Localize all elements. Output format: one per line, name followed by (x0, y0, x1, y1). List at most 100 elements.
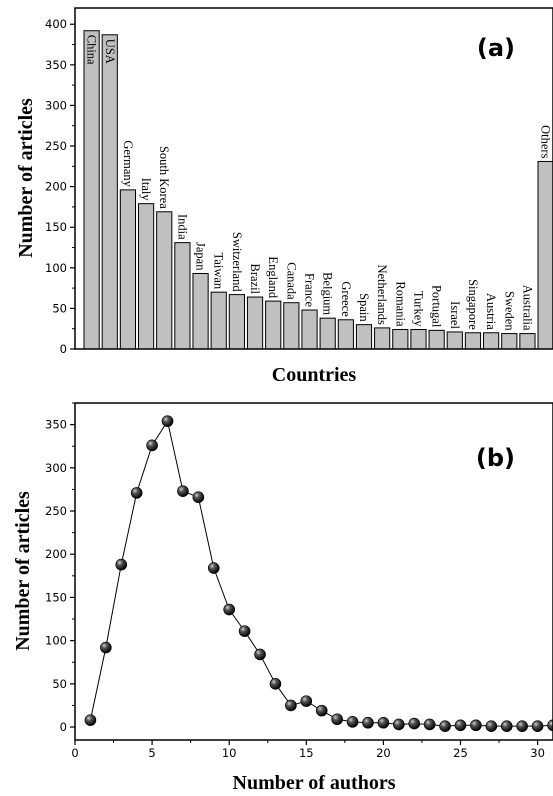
panel-a-bar-chart: China USA Germany Italy South Korea India Japa… (15, 7, 553, 386)
bar-israel (446, 331, 463, 350)
panel-b-x-tick-label: 0 (71, 746, 78, 760)
bar-usa (101, 34, 118, 350)
bar-south-korea (156, 211, 173, 350)
bar-label-turkey: Turkey (411, 291, 425, 327)
point-authors-9 (207, 562, 220, 574)
bar-others (537, 160, 553, 350)
bar-label-germany: Germany (121, 140, 135, 187)
point-authors-12 (254, 648, 266, 661)
point-authors-17 (331, 713, 343, 726)
bar-label-taiwan: Taiwan (212, 253, 226, 290)
bar-label-usa: USA (103, 39, 117, 64)
point-authors-20 (377, 716, 390, 729)
bar-italy (137, 203, 155, 350)
panel-b-y-tick-label: 100 (45, 634, 67, 648)
bar-label-spain: Spain (357, 293, 371, 322)
panel-b-x-axis-label: Number of authors (233, 772, 396, 794)
panel-b-y-tick-label: 150 (45, 590, 67, 604)
point-authors-29 (516, 720, 528, 732)
panel-a-bar-labels: China USA Germany Italy South Korea India Japa… (85, 35, 553, 332)
bar-spain (355, 324, 373, 350)
bar-label-italy: Italy (139, 178, 153, 202)
point-authors-5 (146, 439, 158, 452)
point-authors-26 (470, 719, 482, 732)
panel-a-plot-frame (74, 7, 553, 350)
bar-label-england: England (266, 256, 280, 298)
bar-turkey (410, 329, 427, 350)
bar-romania (392, 329, 409, 350)
bar-label-china: China (85, 35, 99, 65)
point-authors-23 (423, 718, 436, 731)
panel-b-line-chart: 0 50 100 150 200 250 300 350 0 5 10 15 20 25 30 (b) N… (12, 402, 553, 794)
bar-greece (337, 319, 354, 350)
bar-label-india: India (175, 214, 189, 240)
point-authors-7 (177, 485, 189, 497)
bar-label-romania: Romania (393, 281, 407, 327)
point-authors-18 (346, 716, 359, 728)
point-authors-2 (100, 641, 112, 654)
bar-belgium (319, 317, 336, 350)
panel-a-y-tick-label: 250 (45, 139, 67, 153)
point-authors-19 (362, 716, 374, 729)
bar-australia (519, 333, 536, 350)
panel-a-y-tick-label: 400 (45, 17, 67, 31)
panel-b-y-ticks: 0 50 100 150 200 250 300 350 (45, 402, 75, 734)
bar-austria (483, 332, 500, 350)
point-authors-13 (269, 678, 282, 690)
panel-b-label: (b) (476, 444, 515, 472)
bar-netherlands (374, 327, 391, 350)
bar-france (301, 309, 318, 350)
point-authors-27 (485, 720, 498, 732)
panel-a-y-tick-label: 0 (60, 342, 67, 356)
point-authors-4 (130, 487, 143, 499)
point-authors-30 (531, 720, 544, 732)
bar-brazil (246, 296, 264, 350)
panel-a-bars (83, 30, 553, 350)
bar-taiwan (210, 291, 227, 350)
panel-b-y-tick-label: 0 (60, 720, 67, 734)
panel-b-y-tick-label: 300 (45, 461, 67, 475)
panel-b-points (84, 415, 553, 732)
bar-label-japan: Japan (194, 242, 208, 271)
panel-a-y-tick-label: 100 (45, 261, 67, 275)
bar-label-portugal: Portugal (430, 285, 444, 328)
bar-label-sweden: Sweden (502, 291, 516, 331)
panel-a-y-tick-label: 200 (45, 180, 67, 194)
point-authors-21 (393, 718, 405, 731)
panel-a-label: (a) (477, 34, 515, 62)
panel-a-y-ticks: 0 50 100 150 200 250 300 350 400 (45, 17, 75, 356)
panel-b-x-tick-label: 30 (530, 746, 545, 760)
bar-singapore (464, 332, 482, 350)
panel-a-y-tick-label: 350 (45, 58, 67, 72)
panel-b-y-tick-label: 350 (45, 418, 67, 432)
panel-b-x-tick-label: 20 (376, 746, 391, 760)
panel-a-y-tick-label: 150 (45, 220, 67, 234)
panel-b-y-tick-label: 200 (45, 547, 67, 561)
bar-switzerland (228, 294, 245, 350)
bar-label-brazil: Brazil (248, 263, 262, 294)
bar-india (174, 242, 191, 350)
bar-label-austria: Austria (484, 293, 498, 330)
point-authors-22 (408, 717, 421, 730)
bar-germany (119, 189, 137, 350)
bar-label-australia: Australia (520, 285, 534, 331)
point-authors-15 (300, 695, 313, 707)
bar-sweden (501, 333, 518, 350)
point-authors-1 (84, 714, 97, 726)
panel-b-plot-frame (74, 402, 553, 741)
point-authors-28 (500, 720, 513, 732)
panel-b-y-axis-label: Number of articles (12, 491, 34, 651)
point-authors-24 (439, 720, 451, 732)
panel-a-x-axis-label: Countries (272, 364, 357, 386)
point-authors-14 (285, 699, 297, 712)
bar-label-greece: Greece (339, 281, 353, 317)
panel-b-x-tick-label: 15 (299, 746, 314, 760)
bar-label-singapore: Singapore (466, 279, 480, 330)
bar-england (265, 300, 282, 350)
bar-label-others: Others (539, 125, 553, 158)
bar-label-israel: Israel (448, 301, 462, 329)
bar-portugal (428, 329, 445, 350)
point-authors-11 (238, 625, 251, 637)
point-authors-25 (454, 719, 467, 732)
